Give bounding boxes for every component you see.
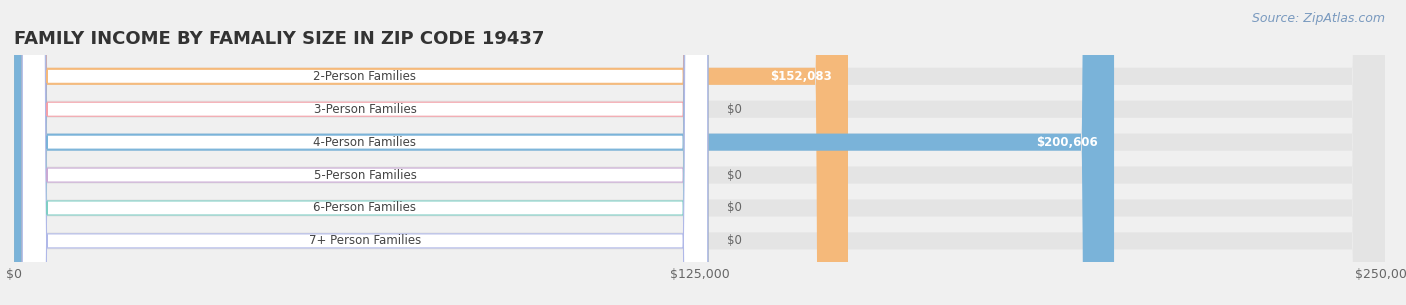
Text: 4-Person Families: 4-Person Families	[314, 136, 416, 149]
Text: 2-Person Families: 2-Person Families	[314, 70, 416, 83]
FancyBboxPatch shape	[22, 0, 707, 305]
FancyBboxPatch shape	[14, 0, 1385, 305]
FancyBboxPatch shape	[14, 0, 1385, 305]
FancyBboxPatch shape	[14, 0, 1385, 305]
Text: 7+ Person Families: 7+ Person Families	[309, 235, 422, 247]
Text: $0: $0	[727, 169, 742, 181]
FancyBboxPatch shape	[22, 0, 707, 305]
FancyBboxPatch shape	[14, 0, 1114, 305]
Text: $0: $0	[727, 235, 742, 247]
Text: FAMILY INCOME BY FAMALIY SIZE IN ZIP CODE 19437: FAMILY INCOME BY FAMALIY SIZE IN ZIP COD…	[14, 30, 544, 48]
FancyBboxPatch shape	[22, 0, 707, 305]
FancyBboxPatch shape	[22, 0, 707, 305]
Text: $200,606: $200,606	[1036, 136, 1098, 149]
FancyBboxPatch shape	[22, 0, 707, 305]
Text: 5-Person Families: 5-Person Families	[314, 169, 416, 181]
Text: $0: $0	[727, 103, 742, 116]
FancyBboxPatch shape	[14, 0, 1385, 305]
Text: $152,083: $152,083	[770, 70, 831, 83]
FancyBboxPatch shape	[14, 0, 1385, 305]
Text: 6-Person Families: 6-Person Families	[314, 202, 416, 214]
FancyBboxPatch shape	[14, 0, 1385, 305]
FancyBboxPatch shape	[14, 0, 848, 305]
FancyBboxPatch shape	[22, 0, 707, 305]
Text: 3-Person Families: 3-Person Families	[314, 103, 416, 116]
Text: $0: $0	[727, 202, 742, 214]
Text: Source: ZipAtlas.com: Source: ZipAtlas.com	[1251, 12, 1385, 25]
